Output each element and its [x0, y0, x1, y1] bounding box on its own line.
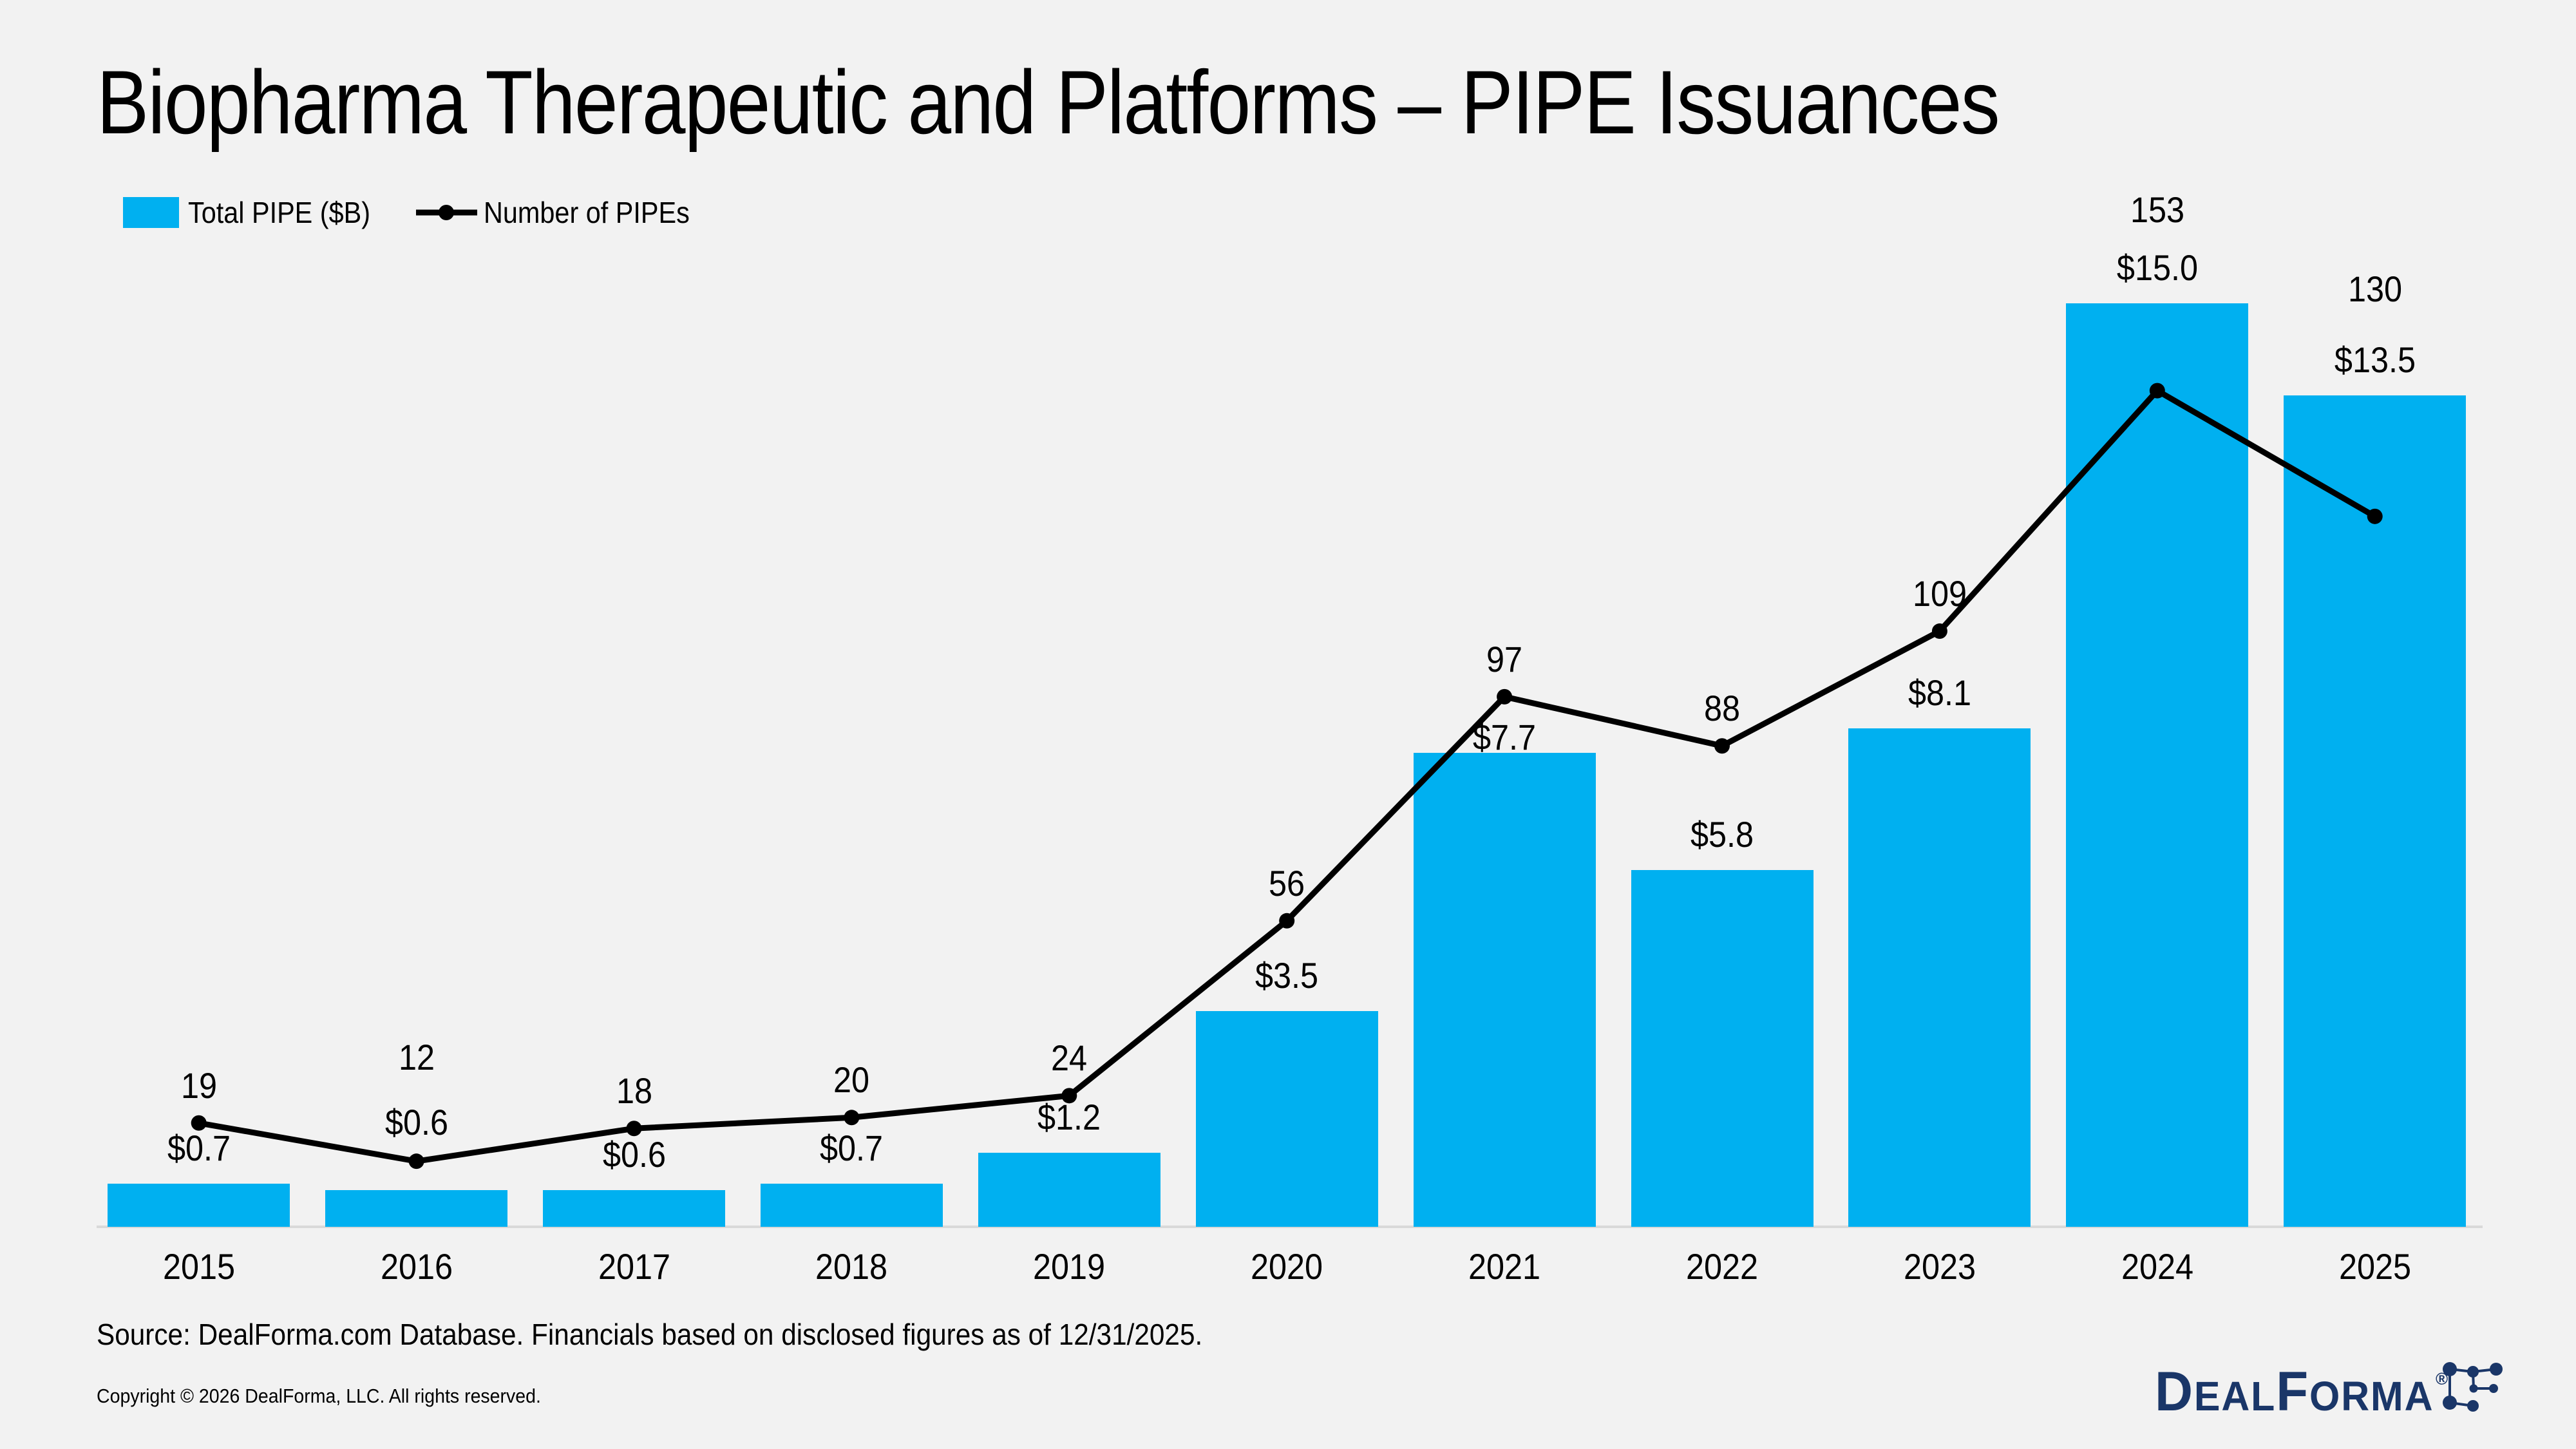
- bar-value-label-2018: $0.7: [820, 1128, 884, 1169]
- x-axis-label-2017: 2017: [598, 1246, 670, 1287]
- x-axis-label-2019: 2019: [1033, 1246, 1106, 1287]
- x-axis-label-2022: 2022: [1685, 1246, 1759, 1287]
- bar-2020: [1195, 1011, 1378, 1227]
- dealforma-logo: DEALFORMA: [2155, 1364, 2434, 1428]
- bar-value-label-2025: $13.5: [2334, 339, 2416, 381]
- bar-value-label-2020: $3.5: [1255, 955, 1319, 996]
- logo-letter-f: F: [2276, 1361, 2310, 1423]
- line-value-label-2021: 97: [1486, 638, 1523, 679]
- bar-2024: [2066, 303, 2249, 1227]
- x-axis-label-2016: 2016: [380, 1246, 453, 1287]
- line-value-label-2015: 19: [180, 1065, 217, 1106]
- bar-2022: [1631, 869, 1814, 1227]
- chart-title: Biopharma Therapeutic and Platforms – PI…: [97, 52, 2000, 153]
- copyright-note: Copyright © 2026 DealForma, LLC. All rig…: [97, 1385, 541, 1407]
- bar-2016: [325, 1189, 508, 1227]
- legend-bar-swatch: [123, 197, 179, 228]
- line-value-label-2018: 20: [833, 1059, 870, 1101]
- network-nodes-icon: [2443, 1362, 2503, 1412]
- line-marker-2016: [408, 1153, 424, 1170]
- x-axis-label-2024: 2024: [2121, 1246, 2193, 1287]
- bar-value-label-2019: $1.2: [1037, 1097, 1101, 1138]
- x-axis-label-2021: 2021: [1468, 1246, 1541, 1287]
- bar-2021: [1413, 752, 1596, 1227]
- x-axis-label-2020: 2020: [1251, 1246, 1323, 1287]
- bar-2018: [760, 1184, 943, 1227]
- line-value-label-2024: 153: [2130, 189, 2184, 230]
- line-value-label-2023: 109: [1912, 573, 1967, 614]
- bar-value-label-2015: $0.7: [167, 1128, 231, 1169]
- x-axis-label-2025: 2025: [2338, 1246, 2411, 1287]
- legend-line-marker-icon: [416, 205, 478, 220]
- legend: Total PIPE ($B) Number of PIPEs: [123, 193, 713, 232]
- bar-2023: [1848, 728, 2031, 1227]
- line-value-label-2019: 24: [1051, 1037, 1088, 1079]
- bar-value-label-2022: $5.8: [1690, 813, 1754, 855]
- bar-value-label-2017: $0.6: [602, 1133, 666, 1175]
- line-marker-2020: [1279, 913, 1295, 929]
- bar-2017: [543, 1189, 725, 1227]
- logo-letter-d: D: [2155, 1361, 2194, 1423]
- source-note: Source: DealForma.com Database. Financia…: [97, 1318, 1203, 1351]
- bar-value-label-2023: $8.1: [1908, 672, 1971, 713]
- line-marker-2022: [1714, 738, 1730, 754]
- legend-label-number-of-pipes: Number of PIPEs: [484, 196, 690, 229]
- line-value-label-2016: 12: [398, 1037, 435, 1077]
- logo-text-eal: EAL: [2193, 1373, 2277, 1419]
- x-axis-label-2018: 2018: [815, 1246, 888, 1287]
- x-axis-label-2023: 2023: [1903, 1246, 1976, 1287]
- line-marker-2021: [1497, 688, 1513, 705]
- bar-value-label-2016: $0.6: [384, 1102, 448, 1142]
- bar-value-label-2024: $15.0: [2116, 247, 2198, 288]
- x-axis-label-2015: 2015: [162, 1246, 235, 1287]
- bar-2019: [978, 1153, 1160, 1227]
- x-axis-line: [97, 1226, 2483, 1228]
- line-value-label-2017: 18: [616, 1070, 652, 1112]
- line-value-label-2025: 130: [2347, 269, 2402, 309]
- logo-text-orma: ORMA: [2309, 1373, 2434, 1419]
- legend-label-total-pipe: Total PIPE ($B): [188, 196, 371, 229]
- line-marker-2023: [1931, 623, 1947, 639]
- line-value-label-2022: 88: [1703, 688, 1741, 729]
- line-marker-2018: [844, 1110, 860, 1126]
- bar-value-label-2021: $7.7: [1473, 717, 1537, 757]
- line-value-label-2020: 56: [1269, 862, 1305, 904]
- bar-2015: [108, 1184, 290, 1227]
- bar-2025: [2284, 395, 2467, 1227]
